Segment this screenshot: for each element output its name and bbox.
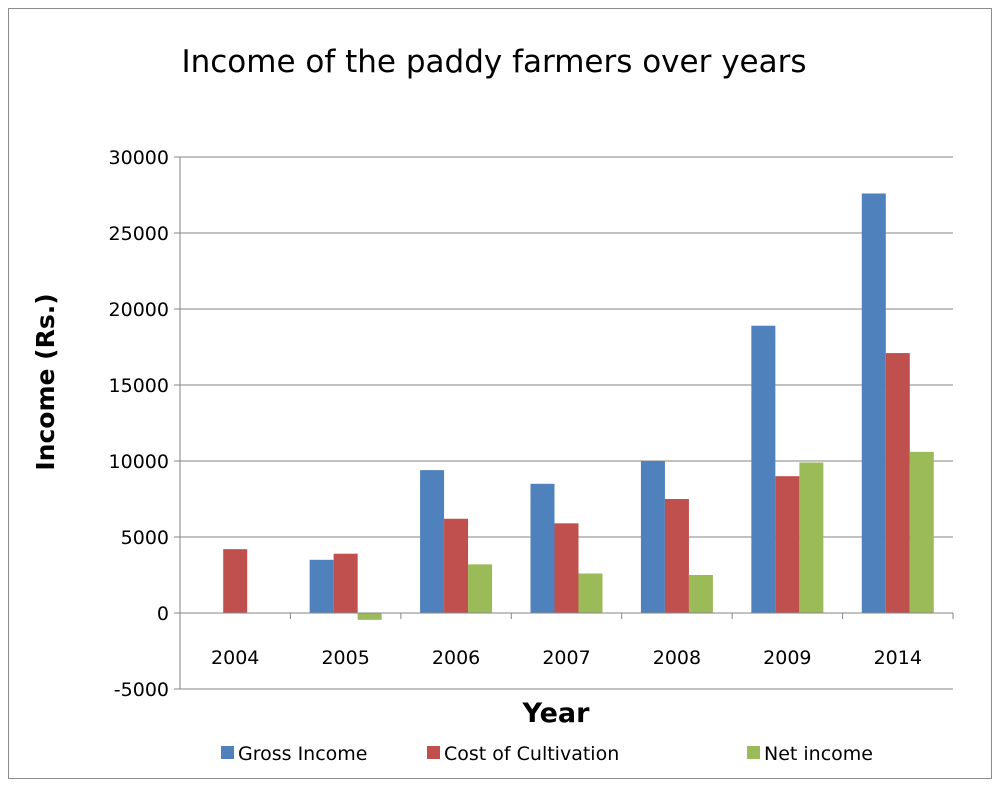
legend-swatch-gross-income	[221, 746, 234, 759]
bar-cost-of-cultivation-2007	[555, 523, 579, 613]
y-tick-label: 30000	[109, 147, 169, 169]
y-tick-label: 10000	[109, 451, 169, 473]
bar-cost-of-cultivation-2008	[665, 499, 689, 613]
bar-cost-of-cultivation-2009	[775, 476, 799, 613]
bar-net-income-2014	[910, 452, 934, 613]
y-tick-label: 20000	[109, 299, 169, 321]
y-tick-labels: -5000 0 5000 10000 15000 20000 25000 30000	[109, 147, 169, 701]
chart-title: Income of the paddy farmers over years	[181, 44, 806, 80]
bars	[223, 193, 934, 619]
bar-cost-of-cultivation-2004	[223, 549, 247, 613]
x-tick-labels: 2004 2005 2006 2007 2008 2009 2014	[211, 647, 922, 669]
legend-swatch-cost-of-cultivation	[427, 746, 440, 759]
bar-net-income-2005	[358, 613, 382, 620]
legend: Gross Income Cost of Cultivation Net incom…	[221, 743, 873, 765]
bar-cost-of-cultivation-2005	[334, 554, 358, 613]
legend-label: Gross Income	[238, 743, 368, 765]
x-axis-label: Year	[522, 698, 591, 729]
bar-cost-of-cultivation-2006	[444, 519, 468, 613]
y-tick-label: 0	[157, 603, 169, 625]
chart-frame: Income of the paddy farmers over years -…	[8, 8, 992, 779]
y-tick-label: 15000	[109, 375, 169, 397]
bar-gross-income-2007	[531, 484, 555, 613]
legend-label: Cost of Cultivation	[444, 743, 619, 765]
x-tick-label: 2005	[321, 647, 369, 669]
bar-chart: Income of the paddy farmers over years -…	[9, 9, 991, 778]
y-tick-label: 25000	[109, 223, 169, 245]
bar-gross-income-2008	[641, 461, 665, 613]
legend-swatch-net-income	[747, 746, 760, 759]
bar-net-income-2009	[799, 463, 823, 613]
bar-net-income-2008	[689, 575, 713, 613]
bar-net-income-2007	[579, 573, 603, 613]
bar-gross-income-2009	[751, 326, 775, 613]
x-tick-label: 2014	[874, 647, 922, 669]
x-tick-label: 2006	[432, 647, 480, 669]
bar-cost-of-cultivation-2014	[886, 353, 910, 613]
x-tick-label: 2008	[653, 647, 701, 669]
x-tick-label: 2004	[211, 647, 259, 669]
x-tick-label: 2009	[763, 647, 811, 669]
y-tick-label: 5000	[121, 527, 169, 549]
bar-gross-income-2014	[862, 193, 886, 613]
y-axis-label: Income (Rs.)	[31, 293, 60, 470]
legend-label: Net income	[764, 743, 873, 765]
bar-net-income-2006	[468, 564, 492, 613]
bar-gross-income-2005	[310, 560, 334, 613]
bar-gross-income-2006	[420, 470, 444, 613]
x-tick-label: 2007	[542, 647, 590, 669]
y-tick-label: -5000	[114, 679, 169, 701]
